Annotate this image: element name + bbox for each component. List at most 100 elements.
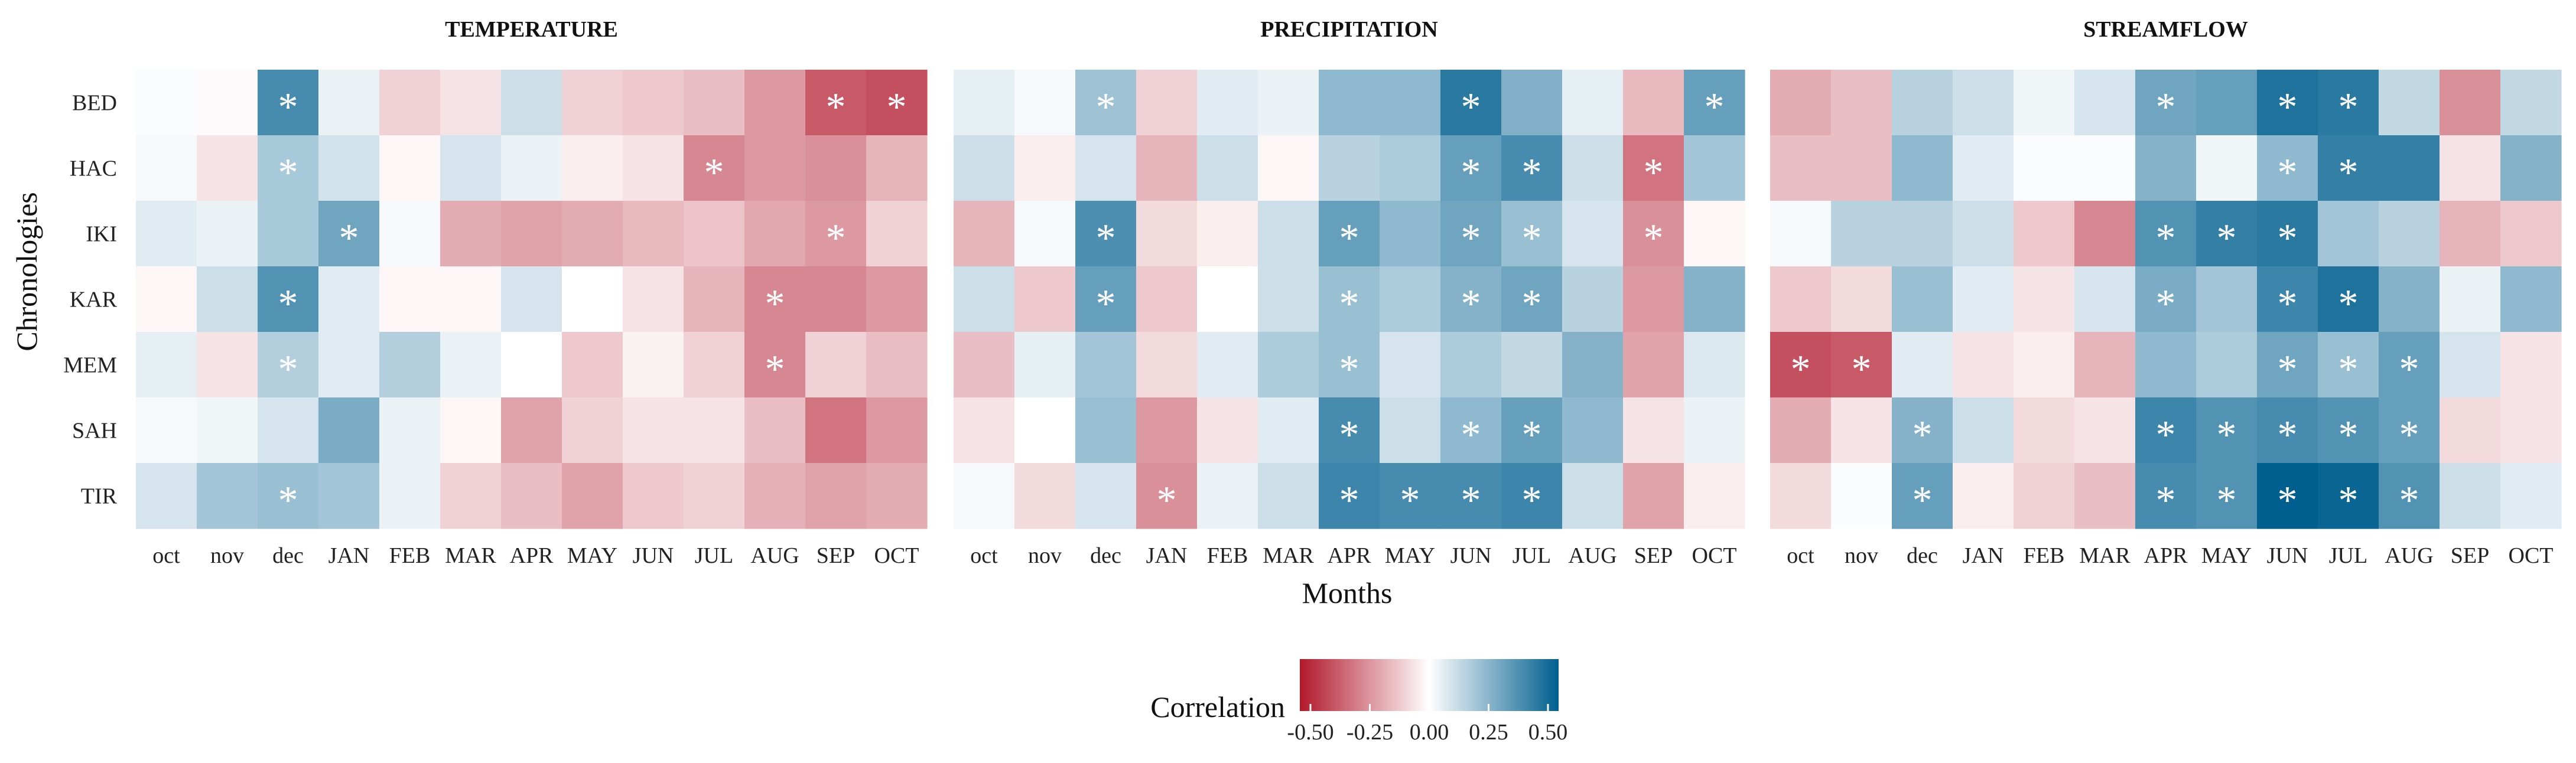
heatmap-cell [2440, 463, 2501, 529]
significance-star: * [2217, 412, 2237, 457]
significance-star: * [2278, 281, 2298, 326]
heatmap-cell [2196, 397, 2258, 464]
y-tick-label: BED [72, 91, 117, 116]
heatmap-cell [1684, 463, 1745, 529]
heatmap-cell [805, 463, 867, 529]
heatmap-cell [440, 266, 502, 332]
heatmap-cell [1562, 201, 1624, 267]
significance-star: * [1852, 347, 1872, 392]
x-tick-label: JUN [1450, 543, 1492, 568]
heatmap-cell [1014, 463, 1076, 529]
heatmap-cell [1258, 201, 1319, 267]
heatmap-cell [866, 397, 928, 464]
heatmap-cell [1501, 266, 1563, 332]
heatmap-cell [440, 463, 502, 529]
heatmap-cell [2196, 332, 2258, 398]
significance-star: * [1644, 216, 1664, 260]
heatmap-cell [379, 266, 441, 332]
heatmap-cell [1953, 266, 2014, 332]
heatmap-cell [2135, 135, 2197, 201]
heatmap-cell [1014, 332, 1076, 398]
heatmap-cell [2379, 332, 2440, 398]
heatmap-cell [258, 135, 319, 201]
heatmap-cell [1831, 201, 1892, 267]
significance-star: * [765, 281, 785, 326]
heatmap-cell [1440, 397, 1502, 464]
heatmap-cell [2440, 201, 2501, 267]
heatmap-cell [1440, 201, 1502, 267]
heatmap-cell [805, 135, 867, 201]
heatmap-cell [2318, 135, 2379, 201]
heatmap-cell [1136, 201, 1198, 267]
heatmap-cell [1075, 70, 1137, 136]
x-tick-label: JAN [1146, 543, 1188, 568]
heatmap-cell [866, 201, 928, 267]
heatmap-cell [1953, 70, 2014, 136]
heatmap-cell [1136, 70, 1198, 136]
heatmap-cell [1831, 397, 1892, 464]
x-tick-label: APR [510, 543, 554, 568]
x-tick-label: JUN [2267, 543, 2308, 568]
x-tick-label: nov [1845, 543, 1878, 568]
heatmap-cell [1892, 463, 1953, 529]
heatmap-cell [258, 70, 319, 136]
heatmap-cell [1684, 332, 1745, 398]
heatmap-cell [684, 397, 745, 464]
x-axis-title: Months [1302, 576, 1393, 609]
y-tick-label: TIR [81, 484, 118, 509]
heatmap-cell [197, 201, 258, 267]
heatmap-cell [2257, 135, 2318, 201]
heatmap-cell [1623, 332, 1684, 398]
heatmap-cell [2135, 332, 2197, 398]
heatmap-cell [197, 397, 258, 464]
heatmap-cell [1197, 332, 1258, 398]
heatmap-cell [2257, 332, 2318, 398]
heatmap-cell [440, 332, 502, 398]
heatmap-cell [1684, 397, 1745, 464]
heatmap-cell [1136, 266, 1198, 332]
significance-star: * [1339, 412, 1359, 457]
heatmap-cell [2500, 70, 2562, 136]
heatmap-cell [1014, 201, 1076, 267]
significance-star: * [2399, 347, 2419, 392]
heatmap-cell [866, 135, 928, 201]
heatmap-cell [136, 397, 197, 464]
heatmap-cell [744, 463, 806, 529]
heatmap-cell [1892, 397, 1953, 464]
heatmap-cell [954, 135, 1015, 201]
significance-star: * [1096, 216, 1116, 260]
heatmap-cell [1501, 70, 1563, 136]
significance-star: * [2278, 478, 2298, 523]
x-tick-label: MAR [1263, 543, 1314, 568]
heatmap-cell [2318, 463, 2379, 529]
heatmap-cell [501, 397, 562, 464]
heatmap-cell [954, 463, 1015, 529]
heatmap-cell [684, 266, 745, 332]
heatmap-cell [562, 397, 623, 464]
heatmap-cell [1562, 463, 1624, 529]
heatmap-cell [1770, 70, 1832, 136]
heatmap-cell [744, 397, 806, 464]
heatmap-cell [2379, 70, 2440, 136]
x-tick-label: OCT [874, 543, 919, 568]
significance-star: * [1461, 216, 1481, 260]
heatmap-cell [2074, 201, 2136, 267]
heatmap-cell [2379, 266, 2440, 332]
heatmap-cell [744, 332, 806, 398]
heatmap-cell [1623, 135, 1684, 201]
y-tick-label: HAC [70, 156, 117, 181]
heatmap-cell [1075, 463, 1137, 529]
heatmap-cell [1380, 266, 1441, 332]
heatmap-cell [318, 463, 380, 529]
heatmap-cell [258, 397, 319, 464]
heatmap-cell [1014, 135, 1076, 201]
x-tick-label: nov [210, 543, 244, 568]
heatmap-cell [866, 332, 928, 398]
panel-title: PRECIPITATION [1260, 17, 1438, 42]
significance-star: * [1461, 412, 1481, 457]
significance-star: * [1644, 150, 1664, 195]
significance-star: * [2156, 478, 2176, 523]
heatmap-cell [1953, 135, 2014, 201]
heatmap-cell [1440, 70, 1502, 136]
heatmap-cell [1562, 70, 1624, 136]
